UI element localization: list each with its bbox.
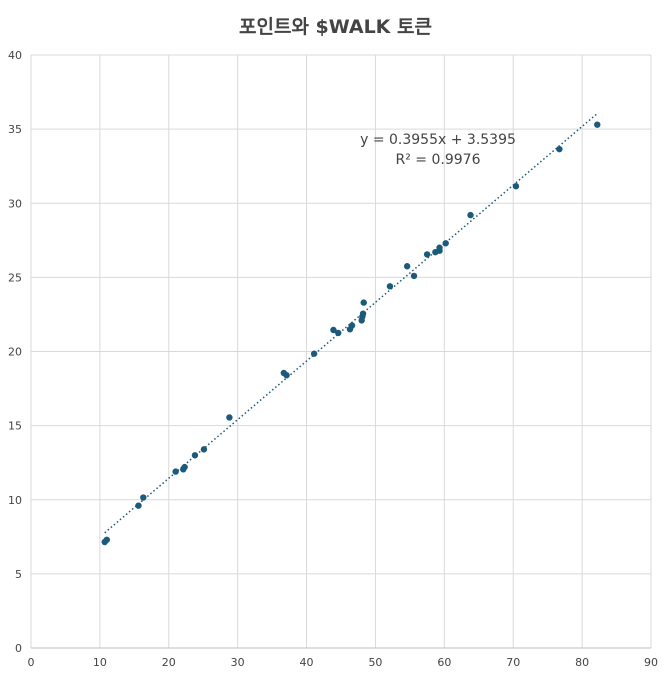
- data-point: [330, 326, 337, 334]
- data-point: [140, 494, 147, 501]
- data-point: [403, 263, 411, 270]
- data-point: [200, 446, 208, 453]
- y-tick-label: 35: [8, 123, 22, 136]
- data-point: [181, 463, 188, 471]
- data-point: [191, 452, 199, 459]
- data-point: [335, 329, 342, 337]
- y-tick-label: 40: [8, 49, 22, 62]
- x-tick-label: 0: [28, 656, 35, 669]
- x-tick-label: 20: [162, 656, 176, 669]
- y-tick-label: 20: [8, 346, 22, 359]
- data-point: [410, 272, 418, 280]
- x-tick-label: 60: [437, 656, 451, 669]
- y-tick-label: 10: [8, 494, 22, 507]
- x-tick-label: 10: [93, 656, 107, 669]
- data-point: [283, 372, 290, 379]
- y-tick-label: 25: [8, 271, 22, 284]
- data-point: [103, 536, 110, 543]
- data-point: [360, 299, 367, 306]
- data-point: [423, 251, 431, 258]
- x-tick-label: 40: [300, 656, 314, 669]
- data-point: [512, 183, 520, 190]
- y-tick-label: 15: [8, 420, 22, 433]
- data-point: [386, 283, 394, 290]
- data-point: [442, 240, 449, 247]
- x-tick-label: 30: [231, 656, 245, 669]
- chart-title: 포인트와 $WALK 토큰: [239, 16, 432, 38]
- x-tick-label: 50: [368, 656, 382, 669]
- data-point: [310, 350, 318, 357]
- y-tick-label: 5: [15, 568, 22, 581]
- data-point: [556, 145, 563, 153]
- y-tick-label: 0: [15, 642, 22, 655]
- data-point: [348, 322, 356, 329]
- data-point: [226, 414, 233, 421]
- data-point: [594, 121, 601, 128]
- data-point: [467, 211, 474, 219]
- data-point: [436, 244, 443, 251]
- x-tick-label: 90: [644, 656, 658, 669]
- x-tick-label: 80: [575, 656, 589, 669]
- trendline-equation: y = 0.3955x + 3.5395: [360, 132, 516, 148]
- data-point: [359, 310, 367, 317]
- y-tick-label: 30: [8, 197, 22, 210]
- data-point: [135, 502, 142, 509]
- data-point: [172, 468, 179, 475]
- x-tick-label: 70: [506, 656, 520, 669]
- trendline-r-squared: R² = 0.9976: [396, 152, 481, 168]
